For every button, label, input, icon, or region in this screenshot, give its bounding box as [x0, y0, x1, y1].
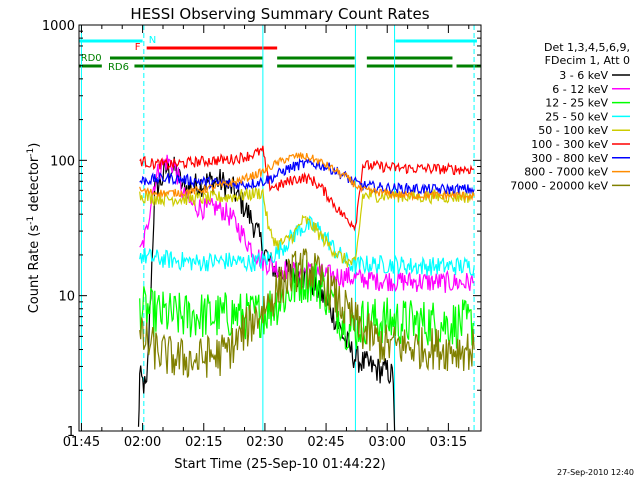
- y-axis-label-part3: ): [27, 143, 42, 148]
- legend-header-line2: FDecim 1, Att 0: [545, 54, 630, 67]
- y-axis-label-sup1: -1: [26, 216, 36, 225]
- attenuator-lines: [80, 25, 475, 431]
- y-tick-label-0: 1: [67, 425, 75, 440]
- x-tick-label-0: 01:45: [63, 435, 100, 450]
- legend-label-0: 3 - 6 keV: [559, 69, 608, 82]
- plot-frame: [78, 24, 482, 432]
- x-tick-label-4: 02:45: [307, 435, 344, 450]
- chart-title: HESSI Observing Summary Count Rates: [130, 5, 429, 23]
- legend-label-1: 6 - 12 keV: [552, 83, 608, 96]
- x-tick-label-2: 02:15: [185, 435, 222, 450]
- legend-label-4: 50 - 100 keV: [538, 124, 608, 137]
- footer-timestamp: 27-Sep-2010 12:40: [557, 468, 634, 477]
- legend-label-8: 7000 - 20000 keV: [510, 179, 608, 192]
- data-series: [137, 145, 475, 432]
- x-tick-label-3: 02:30: [246, 435, 283, 450]
- y-axis-label-part2: detector: [27, 156, 42, 216]
- y-tick-label-1: 10: [58, 290, 75, 305]
- mode-flags: NF RD0 RD6: [79, 35, 481, 73]
- flag-rd6-label: RD6: [108, 62, 129, 73]
- series-line-5: [139, 145, 475, 232]
- y-axis-label-sup2: -1: [26, 148, 36, 157]
- series-line-7: [139, 152, 475, 202]
- legend-label-6: 300 - 800 keV: [531, 152, 608, 165]
- y-axis-label: Count Rate (s-1 detector-1): [26, 143, 42, 314]
- legend: Det 1,3,4,5,6,9, FDecim 1, Att 0 3 - 6 k…: [510, 41, 630, 192]
- legend-label-5: 100 - 300 keV: [531, 138, 608, 151]
- series-line-4: [139, 186, 475, 268]
- x-tick-label-6: 03:15: [430, 435, 467, 450]
- series-line-6: [139, 157, 475, 196]
- y-tick-label-2: 100: [50, 154, 75, 169]
- legend-label-2: 12 - 25 keV: [545, 97, 608, 110]
- legend-header-line1: Det 1,3,4,5,6,9,: [544, 41, 630, 54]
- series-line-8: [139, 248, 475, 378]
- flag-f-label: F: [135, 42, 141, 53]
- series-line-0: [137, 156, 396, 432]
- y-tick-label-3: 1000: [42, 19, 75, 34]
- y-axis-label-part1: Count Rate (s: [27, 225, 42, 314]
- x-axis-label: Start Time (25-Sep-10 01:44:22): [174, 457, 385, 472]
- flag-rd0-label: RD0: [81, 53, 102, 64]
- axes: 01:45 02:00 02:15 02:30 02:45 03:00 03:15 1 10 10…: [42, 19, 481, 450]
- legend-label-3: 25 - 50 keV: [545, 110, 608, 123]
- x-tick-label-1: 02:00: [124, 435, 161, 450]
- x-tick-label-5: 03:00: [368, 435, 405, 450]
- flag-n-label: N: [149, 35, 156, 46]
- legend-label-7: 800 - 7000 keV: [524, 166, 608, 179]
